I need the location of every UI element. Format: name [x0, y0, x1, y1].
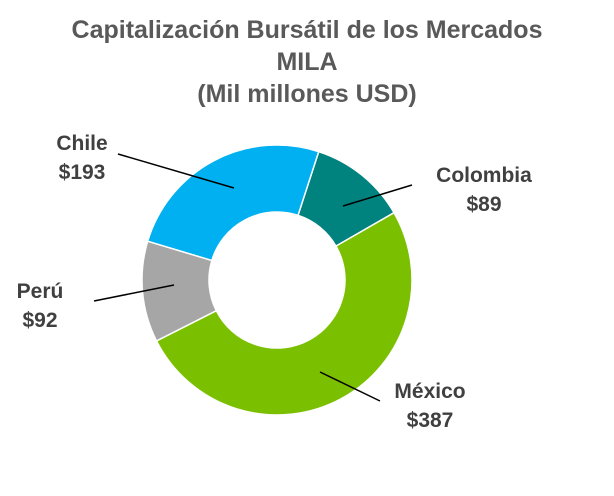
slice-mexico — [155, 211, 413, 416]
slice-name-mexico: México — [394, 380, 465, 403]
slice-value-peru: $92 — [22, 309, 57, 332]
slice-value-mexico: $387 — [407, 409, 454, 432]
slice-labels: Colombia $89 México $387 Perú $92 Chile $193 — [17, 132, 532, 432]
donut-slices — [141, 144, 413, 416]
slice-chile — [146, 144, 320, 262]
slice-value-colombia: $89 — [466, 193, 501, 216]
leader-lines — [93, 153, 413, 402]
leader-line-peru — [93, 284, 175, 302]
chart-title-line-2: MILA — [276, 48, 338, 76]
slice-name-peru: Perú — [17, 280, 64, 303]
chart-title: Capitalización Bursátil de los Mercados … — [0, 14, 614, 110]
leader-line-colombia — [342, 184, 413, 207]
chart-title-line-3: (Mil millones USD) — [197, 80, 417, 108]
leader-line-chile — [117, 153, 235, 189]
leader-line-mexico — [319, 371, 381, 402]
chart-title-line-1: Capitalización Bursátil de los Mercados — [71, 16, 543, 44]
slice-name-colombia: Colombia — [436, 164, 532, 187]
slice-name-chile: Chile — [56, 132, 107, 155]
slice-value-chile: $193 — [59, 161, 106, 184]
